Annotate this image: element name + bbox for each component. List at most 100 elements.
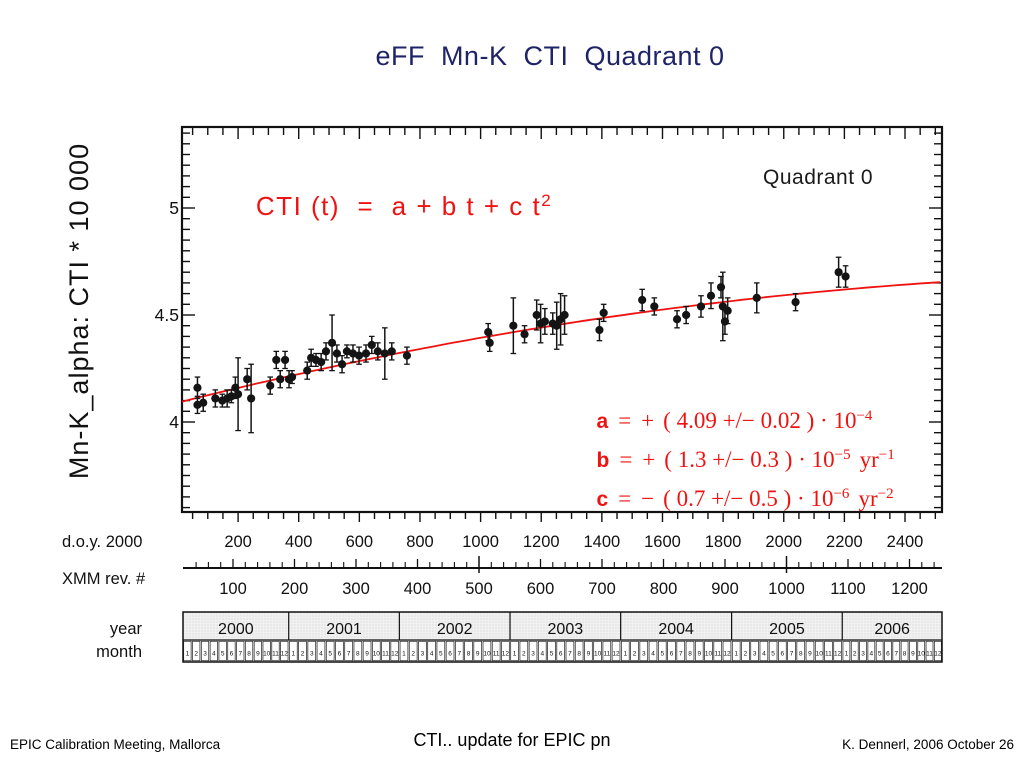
month-cell <box>381 640 390 662</box>
month-label: 5 <box>771 651 775 658</box>
month-cell <box>667 640 676 662</box>
month-label: 11 <box>603 651 610 658</box>
param-b-unit-exponent: −1 <box>878 447 895 463</box>
month-label: 6 <box>781 651 785 658</box>
month-cell <box>390 640 400 662</box>
month-cell <box>436 640 446 662</box>
month-cell <box>934 640 942 662</box>
param-a-eq: = <box>618 408 632 433</box>
month-label: 8 <box>247 651 251 658</box>
month-cell <box>482 640 492 662</box>
month-cell <box>307 640 317 662</box>
data-point <box>247 394 256 403</box>
rev-tick-label: 100 <box>219 580 247 598</box>
month-label: 5 <box>328 651 332 658</box>
data-point <box>841 272 850 281</box>
data-point <box>243 375 252 384</box>
data-point <box>233 390 243 399</box>
month-cell <box>630 640 639 662</box>
month-label: 2 <box>633 651 637 658</box>
data-point <box>552 321 561 330</box>
month-label: 12 <box>281 651 289 658</box>
data-point <box>834 268 843 277</box>
fit-param-c: c = −( 0.7 +/− 0.5 ) · 10−6 yr−2 <box>562 460 895 511</box>
doy-tick-label: 2200 <box>826 533 863 551</box>
rev-tick-label: 900 <box>711 580 739 598</box>
month-label: 6 <box>230 651 234 658</box>
month-cell <box>418 640 427 662</box>
month-label: 2 <box>194 651 198 658</box>
param-c-exponent: −6 <box>833 486 850 502</box>
month-cell <box>236 640 245 662</box>
month-label: 6 <box>559 651 563 658</box>
data-point <box>380 349 389 358</box>
month-cell <box>227 640 236 662</box>
param-b-eq: = <box>619 447 633 472</box>
param-c-value: ( 0.7 +/− 0.5 ) · 10 <box>663 486 834 511</box>
year-label: 2003 <box>548 621 584 638</box>
month-label: 9 <box>587 651 591 658</box>
month-cell <box>473 640 482 662</box>
param-b-exponent: −5 <box>834 447 851 463</box>
fit-param-a: a = + ( 4.09 +/− 0.02 ) · 10−4 <box>562 382 895 433</box>
month-cell <box>556 640 565 662</box>
data-point <box>672 315 682 324</box>
month-cell <box>621 640 630 662</box>
month-cell <box>335 640 344 662</box>
month-label: 10 <box>373 651 381 658</box>
data-point <box>361 349 371 358</box>
doy-tick-label: 800 <box>406 533 434 551</box>
month-cell <box>574 640 584 662</box>
month-label: 6 <box>886 651 890 658</box>
data-point <box>560 310 569 320</box>
month-label: 9 <box>365 651 369 658</box>
month-label: 7 <box>347 651 351 658</box>
month-label: 7 <box>238 651 242 658</box>
month-label: 10 <box>705 651 713 658</box>
month-label: 10 <box>816 651 824 658</box>
data-point <box>280 355 290 365</box>
rev-tick-label: 500 <box>465 580 493 598</box>
month-cell <box>731 640 741 662</box>
data-point <box>696 302 706 311</box>
rev-tick-label: 800 <box>650 580 678 598</box>
month-cell <box>253 640 262 662</box>
param-a-sign: + <box>641 408 655 433</box>
data-point <box>716 283 726 292</box>
month-label: 7 <box>679 651 683 658</box>
rev-tick-label: 300 <box>342 580 370 598</box>
data-point <box>276 375 285 384</box>
month-cell <box>685 640 695 662</box>
month-label: 10 <box>918 651 926 658</box>
param-c-sign: − <box>641 486 655 511</box>
month-cell <box>925 640 934 662</box>
equation-spacer2 <box>374 191 391 221</box>
month-cell <box>884 640 892 662</box>
month-label: 8 <box>356 651 360 658</box>
param-b-unit: yr <box>859 447 879 472</box>
month-label: 8 <box>903 651 907 658</box>
data-point <box>752 293 761 302</box>
data-point <box>484 328 493 337</box>
data-point <box>509 321 518 330</box>
data-point <box>682 310 691 320</box>
month-label: 11 <box>493 651 500 658</box>
month-label: 10 <box>483 651 491 658</box>
month-label: 9 <box>256 651 260 658</box>
data-point <box>723 306 732 315</box>
param-a-value: ( 4.09 +/− 0.02 ) · 10 <box>663 408 857 433</box>
param-b-value: ( 1.3 +/− 0.3 ) · 10 <box>664 447 835 472</box>
rev-tick-label: 700 <box>588 580 616 598</box>
doy-tick-label: 200 <box>224 533 252 551</box>
month-label: 11 <box>382 651 389 658</box>
month-cell <box>547 640 556 662</box>
rev-tick-label: 1000 <box>768 580 805 598</box>
data-point <box>373 347 382 356</box>
month-cell <box>344 640 353 662</box>
month-label: 9 <box>911 651 915 658</box>
month-label: 12 <box>391 651 399 658</box>
month-cell <box>192 640 201 662</box>
month-label: 11 <box>926 651 933 658</box>
month-label: 5 <box>660 651 664 658</box>
